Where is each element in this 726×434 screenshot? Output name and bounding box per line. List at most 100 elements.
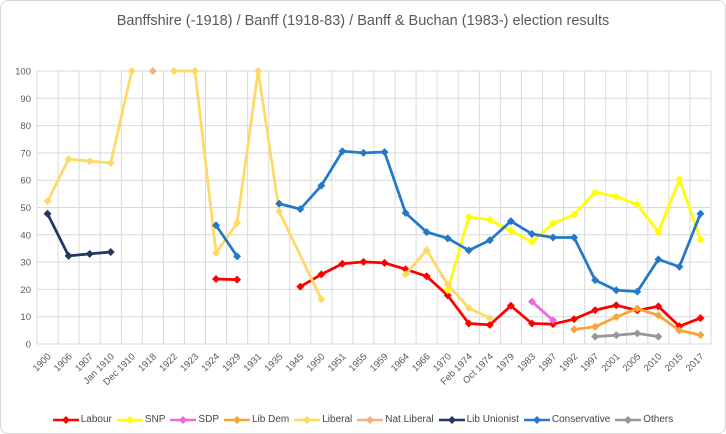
- legend-item-liberal[interactable]: Liberal: [294, 414, 352, 425]
- legend-item-libunionist[interactable]: Lib Unionist: [438, 414, 519, 425]
- series-marker-snp[interactable]: [464, 213, 473, 222]
- series-marker-labour[interactable]: [212, 275, 221, 284]
- series-marker-conservative[interactable]: [675, 262, 684, 271]
- series-line-libunionist[interactable]: [46, 212, 113, 258]
- series-marker-conservative[interactable]: [212, 221, 221, 230]
- series-marker-conservative[interactable]: [338, 147, 347, 156]
- series-marker-labour[interactable]: [591, 306, 600, 315]
- series-marker-conservative[interactable]: [443, 234, 452, 243]
- series-marker-conservative[interactable]: [570, 233, 579, 242]
- series-marker-conservative[interactable]: [591, 276, 600, 285]
- series-marker-liberal[interactable]: [485, 314, 494, 323]
- series-marker-liberal[interactable]: [85, 157, 94, 166]
- series-marker-liberal[interactable]: [464, 303, 473, 312]
- series-marker-conservative[interactable]: [612, 286, 621, 295]
- series-marker-snp[interactable]: [633, 200, 642, 209]
- series-marker-snp[interactable]: [570, 210, 579, 219]
- series-line-sdp[interactable]: [530, 300, 555, 322]
- legend-item-sdp[interactable]: SDP: [170, 414, 219, 425]
- series-marker-libdem[interactable]: [612, 312, 621, 321]
- series-marker-conservative[interactable]: [380, 148, 389, 157]
- series-marker-conservative[interactable]: [296, 205, 305, 214]
- series-marker-snp[interactable]: [696, 235, 705, 244]
- series-marker-snp[interactable]: [485, 215, 494, 224]
- series-marker-conservative[interactable]: [696, 209, 705, 218]
- series-marker-conservative[interactable]: [654, 255, 663, 264]
- series-marker-liberal[interactable]: [233, 219, 242, 228]
- series-marker-labour[interactable]: [233, 275, 242, 284]
- series-line-others[interactable]: [593, 331, 660, 339]
- series-marker-libdem[interactable]: [654, 311, 663, 320]
- series-marker-labour[interactable]: [443, 291, 452, 300]
- series-marker-conservative[interactable]: [527, 229, 536, 238]
- series-marker-conservative[interactable]: [549, 233, 558, 242]
- series-marker-liberal[interactable]: [127, 67, 136, 75]
- series-marker-sdp[interactable]: [549, 316, 558, 325]
- series-marker-libdem[interactable]: [675, 326, 684, 335]
- legend-item-conservative[interactable]: Conservative: [523, 414, 610, 425]
- series-marker-libdem[interactable]: [633, 304, 642, 313]
- series-marker-others[interactable]: [654, 332, 663, 341]
- series-marker-others[interactable]: [633, 329, 642, 338]
- series-line-conservative[interactable]: [214, 223, 239, 258]
- series-marker-labour[interactable]: [527, 319, 536, 328]
- series-marker-liberal[interactable]: [317, 295, 326, 304]
- series-marker-libdem[interactable]: [591, 322, 600, 331]
- series-marker-labour[interactable]: [612, 301, 621, 310]
- series-marker-labour[interactable]: [570, 315, 579, 324]
- series-marker-liberal[interactable]: [422, 246, 431, 255]
- series-marker-conservative[interactable]: [317, 181, 326, 190]
- series-marker-others[interactable]: [591, 332, 600, 341]
- legend-item-snp[interactable]: SNP: [116, 414, 165, 425]
- series-marker-labour[interactable]: [317, 270, 326, 279]
- series-marker-conservative[interactable]: [485, 236, 494, 245]
- series-marker-libunionist[interactable]: [85, 249, 94, 258]
- series-marker-liberal[interactable]: [212, 249, 221, 258]
- series-marker-libdem[interactable]: [696, 330, 705, 339]
- series-marker-conservative[interactable]: [275, 199, 284, 208]
- series-marker-snp[interactable]: [675, 175, 684, 184]
- series-marker-liberal[interactable]: [443, 280, 452, 289]
- series-marker-liberal[interactable]: [106, 159, 115, 168]
- series-marker-labour[interactable]: [506, 301, 515, 310]
- series-marker-labour[interactable]: [696, 314, 705, 323]
- series-marker-snp[interactable]: [549, 219, 558, 228]
- series-marker-natliberal[interactable]: [148, 67, 157, 75]
- series-marker-snp[interactable]: [591, 188, 600, 197]
- series-marker-conservative[interactable]: [633, 287, 642, 296]
- series-marker-sdp[interactable]: [527, 297, 536, 306]
- series-marker-libunionist[interactable]: [64, 251, 73, 260]
- legend-item-libdem[interactable]: Lib Dem: [223, 414, 289, 425]
- series-marker-others[interactable]: [612, 331, 621, 340]
- series-marker-liberal[interactable]: [401, 270, 410, 279]
- series-marker-labour[interactable]: [654, 302, 663, 311]
- series-marker-labour[interactable]: [359, 257, 368, 266]
- series-marker-labour[interactable]: [380, 258, 389, 267]
- series-marker-conservative[interactable]: [506, 217, 515, 226]
- series-marker-liberal[interactable]: [169, 67, 178, 75]
- series-line-liberal[interactable]: [46, 69, 134, 203]
- series-marker-liberal[interactable]: [254, 67, 263, 75]
- series-marker-libunionist[interactable]: [106, 247, 115, 256]
- series-marker-conservative[interactable]: [359, 148, 368, 157]
- series-marker-snp[interactable]: [506, 226, 515, 235]
- series-marker-conservative[interactable]: [464, 246, 473, 255]
- series-marker-snp[interactable]: [612, 192, 621, 201]
- series-marker-conservative[interactable]: [401, 208, 410, 217]
- series-marker-libunionist[interactable]: [43, 209, 52, 218]
- legend-item-labour[interactable]: Labour: [52, 414, 112, 425]
- series-marker-conservative[interactable]: [422, 228, 431, 237]
- series-marker-libdem[interactable]: [570, 325, 579, 334]
- series-marker-liberal[interactable]: [64, 155, 73, 164]
- series-marker-liberal[interactable]: [43, 197, 52, 206]
- series-marker-snp[interactable]: [654, 228, 663, 237]
- series-marker-labour[interactable]: [422, 272, 431, 281]
- series-marker-labour[interactable]: [296, 282, 305, 291]
- legend-item-others[interactable]: Others: [615, 414, 673, 425]
- series-marker-labour[interactable]: [485, 320, 494, 329]
- series-marker-liberal[interactable]: [190, 67, 199, 75]
- series-marker-labour[interactable]: [338, 259, 347, 268]
- series-marker-snp[interactable]: [527, 237, 536, 246]
